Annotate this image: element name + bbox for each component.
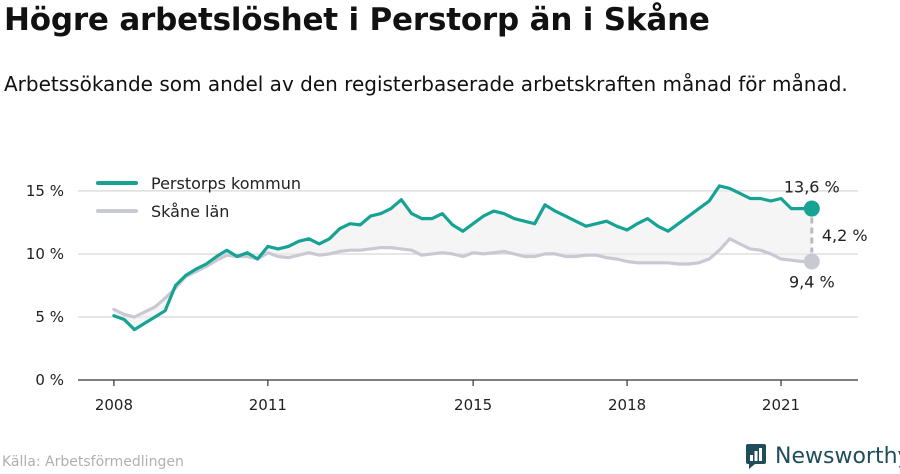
y-tick-label: 5 % — [35, 308, 64, 326]
newsworthy-logo-icon — [745, 442, 767, 470]
page-title: Högre arbetslöshet i Perstorp än i Skåne — [4, 2, 710, 38]
x-tick-label: 2021 — [762, 396, 800, 414]
series-line-skane — [112, 237, 814, 319]
y-tick-label: 0 % — [35, 371, 64, 389]
series-lines — [112, 184, 814, 332]
x-tick-label: 2008 — [95, 396, 133, 414]
series-line-perstorp — [112, 184, 814, 332]
x-tick-label: 2011 — [249, 396, 287, 414]
perstorp-end-label: 13,6 % — [784, 178, 840, 197]
x-tick-label: 2015 — [454, 396, 492, 414]
brand-name: Newsworthy — [775, 443, 900, 469]
page-subtitle: Arbetssökande som andel av den registerb… — [4, 72, 848, 96]
legend-label: Skåne län — [151, 202, 229, 221]
brand-logo[interactable]: Newsworthy — [745, 440, 900, 472]
source-note: Källa: Arbetsförmedlingen — [2, 454, 184, 470]
y-tick-label: 15 % — [26, 182, 64, 200]
axes: 0 % 5 % 10 % 15 % 2008 2011 2015 2018 2021 — [26, 182, 800, 414]
legend-label: Perstorps kommun — [151, 174, 301, 193]
legend: Perstorps kommun Skåne län — [96, 174, 301, 221]
x-tick-label: 2018 — [608, 396, 646, 414]
difference-label: 4,2 % — [822, 226, 868, 245]
perstorp-end-point — [803, 200, 820, 217]
annotations: 13,6 % 9,4 % 4,2 % — [784, 178, 868, 292]
skane-end-point — [803, 253, 820, 270]
y-tick-label: 10 % — [26, 245, 64, 263]
skane-end-label: 9,4 % — [789, 273, 835, 292]
